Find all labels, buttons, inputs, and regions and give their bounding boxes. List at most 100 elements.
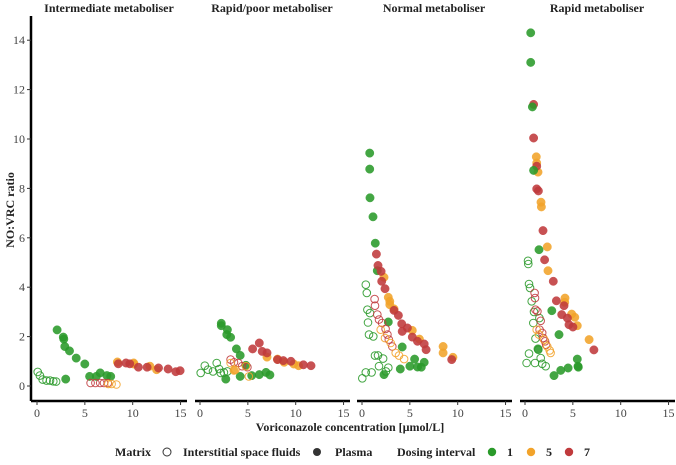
data-point-isf-interval-7	[373, 310, 382, 319]
data-point-plasma-interval-1	[365, 148, 375, 158]
data-point-plasma-interval-1	[221, 374, 231, 384]
data-point-isf-interval-5	[244, 372, 254, 381]
data-point-plasma-interval-1	[365, 164, 375, 174]
data-point-plasma-interval-7	[559, 301, 569, 311]
legend-matrix-title: Matrix	[115, 445, 151, 459]
data-point-plasma-interval-1	[410, 354, 420, 364]
data-point-plasma-interval-1	[573, 362, 583, 372]
x-tick-label: 0	[34, 406, 40, 420]
data-point-plasma-interval-1	[533, 344, 543, 354]
data-point-isf-interval-1	[536, 353, 546, 363]
data-point-isf-interval-7	[381, 324, 390, 334]
data-point-plasma-interval-1	[59, 334, 69, 344]
data-point-isf-interval-1	[524, 259, 533, 269]
data-point-plasma-interval-7	[175, 366, 185, 376]
data-point-plasma-interval-1	[549, 371, 559, 381]
data-point-plasma-interval-1	[71, 353, 81, 363]
data-point-plasma-interval-7	[538, 226, 548, 236]
data-point-plasma-interval-7	[540, 255, 550, 265]
panel-title: Rapid metaboliser	[550, 1, 645, 15]
data-point-isf-interval-5	[104, 379, 113, 389]
data-point-isf-interval-1	[374, 361, 384, 371]
data-point-plasma-interval-1	[529, 165, 539, 175]
data-point-isf-interval-1	[362, 288, 372, 298]
data-point-plasma-interval-1	[397, 342, 407, 352]
data-point-isf-interval-5	[241, 361, 251, 371]
data-point-plasma-interval-1	[80, 359, 90, 369]
data-point-isf-interval-5	[112, 380, 121, 389]
x-axis-label: Voriconazole concentration [µmol/L]	[256, 420, 444, 434]
x-tick-label: 0	[522, 406, 528, 420]
x-tick-label: 15	[175, 406, 187, 420]
data-point-plasma-interval-7	[402, 323, 412, 333]
data-point-isf-interval-7	[533, 307, 542, 316]
legend: Matrix Interstitial space fluids Plasma Dos…	[115, 445, 590, 459]
data-point-isf-interval-5	[546, 348, 555, 358]
data-point-plasma-interval-7	[142, 362, 152, 372]
data-point-plasma-interval-7	[262, 348, 272, 358]
data-point-isf-interval-7	[237, 361, 247, 371]
data-point-plasma-interval-7	[371, 249, 381, 259]
data-point-plasma-interval-7	[278, 356, 288, 366]
x-tick-label: 15	[338, 406, 350, 420]
data-point-isf-interval-5	[376, 325, 386, 335]
data-point-plasma-interval-7	[393, 310, 403, 320]
data-point-isf-interval-7	[91, 378, 100, 388]
data-point-plasma-interval-1	[65, 346, 74, 356]
data-point-isf-interval-1	[364, 330, 374, 339]
panel-title: Normal metaboliser	[383, 1, 486, 15]
data-point-plasma-interval-1	[556, 365, 566, 375]
y-tick-label: 10	[13, 132, 25, 146]
data-point-isf-interval-1	[216, 368, 225, 378]
data-point-plasma-interval-1	[405, 361, 415, 371]
legend-interval-7-icon	[564, 447, 574, 457]
data-point-plasma-interval-5	[438, 348, 448, 358]
legend-interval-7-label: 7	[584, 445, 590, 459]
data-point-isf-interval-7	[370, 294, 379, 304]
panel-4: Rapid metaboliser 0 5 10 15	[520, 1, 675, 420]
data-point-isf-interval-5	[380, 333, 390, 343]
data-point-plasma-interval-1	[235, 350, 245, 360]
data-point-plasma-interval-7	[376, 266, 386, 276]
data-point-plasma-interval-7	[568, 322, 578, 332]
data-point-plasma-interval-5	[542, 242, 552, 252]
data-point-isf-interval-1	[49, 377, 58, 386]
data-point-plasma-interval-1	[527, 102, 537, 112]
data-point-plasma-interval-7	[286, 356, 296, 366]
data-point-isf-interval-7	[540, 337, 550, 346]
x-tick-label: 0	[359, 406, 365, 420]
x-tick-label: 15	[500, 406, 512, 420]
data-point-isf-interval-7	[530, 293, 540, 303]
data-point-plasma-interval-5	[584, 335, 594, 345]
panel-2: Rapid/poor metaboliser 0 5 10 15	[195, 1, 350, 420]
data-point-plasma-interval-1	[554, 330, 564, 340]
data-point-plasma-interval-1	[368, 212, 378, 222]
data-point-plasma-interval-7	[551, 296, 561, 306]
data-point-isf-interval-1	[525, 283, 535, 293]
data-point-plasma-interval-7	[589, 345, 599, 355]
legend-isf-label: Interstitial space fluids	[183, 445, 301, 459]
data-point-plasma-interval-1	[265, 370, 275, 380]
data-point-plasma-interval-7	[154, 363, 163, 373]
data-point-plasma-interval-1	[526, 57, 536, 67]
legend-interval-1-label: 1	[507, 445, 513, 459]
data-point-plasma-interval-7	[254, 338, 264, 348]
data-point-isf-interval-1	[522, 358, 531, 368]
x-tick-label: 15	[663, 406, 675, 420]
y-tick-label: 4	[19, 280, 25, 294]
data-point-isf-interval-1	[541, 361, 551, 371]
data-point-plasma-interval-1	[547, 306, 557, 316]
y-tick-label: 14	[13, 33, 25, 47]
panel-1: Intermediate metaboliser 0 5 10 15	[31, 1, 187, 420]
data-point-isf-interval-1	[524, 349, 534, 358]
data-point-plasma-interval-1	[52, 325, 62, 335]
panel-title: Intermediate metaboliser	[44, 1, 174, 15]
data-point-plasma-interval-7	[548, 276, 558, 286]
data-point-plasma-interval-5	[229, 365, 239, 375]
data-point-plasma-interval-5	[536, 202, 546, 212]
data-point-plasma-interval-1	[365, 193, 375, 203]
data-point-isf-interval-5	[532, 325, 542, 335]
data-point-isf-interval-7	[86, 378, 95, 388]
legend-open-circle-icon	[162, 447, 172, 457]
y-tick-label: 2	[19, 330, 25, 344]
